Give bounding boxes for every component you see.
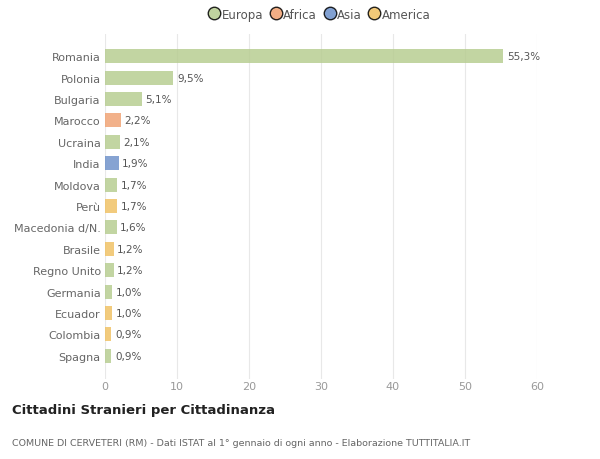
Bar [105, 200, 117, 213]
Bar [105, 157, 119, 171]
Bar [105, 178, 117, 192]
Text: 0,9%: 0,9% [115, 351, 142, 361]
Bar [105, 114, 121, 128]
Text: 1,9%: 1,9% [122, 159, 149, 169]
Text: 55,3%: 55,3% [507, 52, 540, 62]
Bar [105, 72, 173, 85]
Text: 1,0%: 1,0% [116, 287, 142, 297]
Text: Cittadini Stranieri per Cittadinanza: Cittadini Stranieri per Cittadinanza [12, 403, 275, 416]
Text: 1,7%: 1,7% [121, 202, 148, 212]
Bar [105, 349, 112, 363]
Text: 1,7%: 1,7% [121, 180, 148, 190]
Bar [105, 307, 112, 320]
Text: 1,0%: 1,0% [116, 308, 142, 319]
Bar [105, 285, 112, 299]
Bar [105, 93, 142, 106]
Bar [105, 328, 112, 341]
Bar [105, 221, 116, 235]
Text: COMUNE DI CERVETERI (RM) - Dati ISTAT al 1° gennaio di ogni anno - Elaborazione : COMUNE DI CERVETERI (RM) - Dati ISTAT al… [12, 438, 470, 447]
Legend: Europa, Africa, Asia, America: Europa, Africa, Asia, America [211, 9, 431, 22]
Text: 9,5%: 9,5% [177, 73, 203, 84]
Text: 1,6%: 1,6% [120, 223, 146, 233]
Text: 2,2%: 2,2% [124, 116, 151, 126]
Text: 1,2%: 1,2% [117, 244, 144, 254]
Bar [105, 263, 113, 278]
Bar [105, 135, 120, 150]
Bar [105, 242, 113, 256]
Bar [105, 50, 503, 64]
Text: 5,1%: 5,1% [145, 95, 172, 105]
Text: 2,1%: 2,1% [124, 138, 150, 147]
Text: 0,9%: 0,9% [115, 330, 142, 340]
Text: 1,2%: 1,2% [117, 266, 144, 275]
